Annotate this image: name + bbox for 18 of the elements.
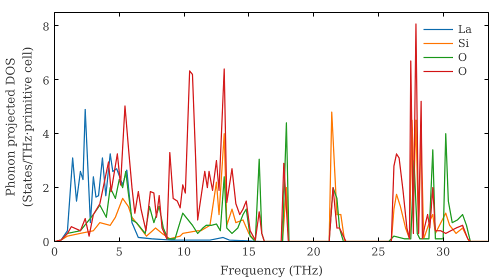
x-tick-label: 25 (371, 246, 386, 258)
y-axis-title: Phonon projected DOS (States/THz·primitive cell) (4, 46, 34, 208)
legend-label: La (458, 22, 473, 36)
y-tick-label: 0 (42, 236, 50, 249)
x-tick-label: 10 (177, 246, 192, 258)
legend-label: O (458, 50, 468, 64)
y-tick-label: 6 (42, 74, 50, 88)
y-tick-label: 4 (42, 128, 50, 142)
legend-label: O (458, 64, 468, 78)
x-tick-label: 5 (116, 246, 123, 258)
x-tick-label: 15 (242, 246, 256, 258)
y-tick-label: 8 (42, 20, 50, 34)
x-tick-label: 0 (51, 246, 58, 258)
y-tick-label: 2 (42, 182, 50, 196)
x-axis-title: Frequency (THz) (220, 264, 323, 278)
legend-label: Si (458, 36, 470, 50)
x-tick-label: 30 (436, 246, 450, 258)
x-tick-label: 20 (306, 246, 321, 258)
